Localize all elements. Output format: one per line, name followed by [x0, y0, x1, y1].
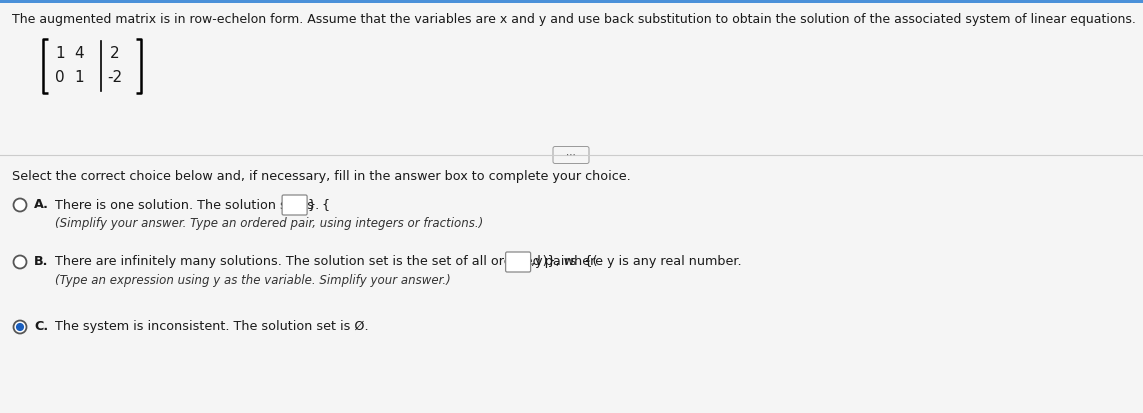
- FancyBboxPatch shape: [0, 0, 1143, 3]
- Text: -2: -2: [107, 71, 122, 85]
- Circle shape: [17, 324, 23, 330]
- FancyBboxPatch shape: [282, 195, 307, 215]
- FancyBboxPatch shape: [505, 252, 530, 272]
- Circle shape: [14, 199, 26, 211]
- Text: 1: 1: [74, 71, 83, 85]
- FancyBboxPatch shape: [553, 147, 589, 164]
- Text: (Type an expression using y as the variable. Simplify your answer.): (Type an expression using y as the varia…: [55, 274, 450, 287]
- Text: ⋯: ⋯: [566, 150, 576, 160]
- Text: C.: C.: [34, 320, 48, 333]
- Text: 0: 0: [55, 71, 65, 85]
- Text: 1: 1: [55, 47, 65, 62]
- Text: }.: }.: [307, 198, 320, 211]
- Text: Select the correct choice below and, if necessary, fill in the answer box to com: Select the correct choice below and, if …: [11, 170, 631, 183]
- Text: The augmented matrix is in row-echelon form. Assume that the variables are x and: The augmented matrix is in row-echelon f…: [11, 13, 1136, 26]
- Circle shape: [14, 256, 26, 268]
- Text: The system is inconsistent. The solution set is Ø.: The system is inconsistent. The solution…: [55, 320, 369, 333]
- Text: A.: A.: [34, 198, 49, 211]
- Text: 4: 4: [74, 47, 83, 62]
- Circle shape: [14, 320, 26, 334]
- Text: There are infinitely many solutions. The solution set is the set of all ordered : There are infinitely many solutions. The…: [55, 255, 598, 268]
- Text: There is one solution. The solution set is  {: There is one solution. The solution set …: [55, 198, 330, 211]
- Text: B.: B.: [34, 255, 48, 268]
- Text: 2: 2: [110, 47, 120, 62]
- Text: ,y)}, where y is any real number.: ,y)}, where y is any real number.: [531, 255, 742, 268]
- Text: (Simplify your answer. Type an ordered pair, using integers or fractions.): (Simplify your answer. Type an ordered p…: [55, 217, 483, 230]
